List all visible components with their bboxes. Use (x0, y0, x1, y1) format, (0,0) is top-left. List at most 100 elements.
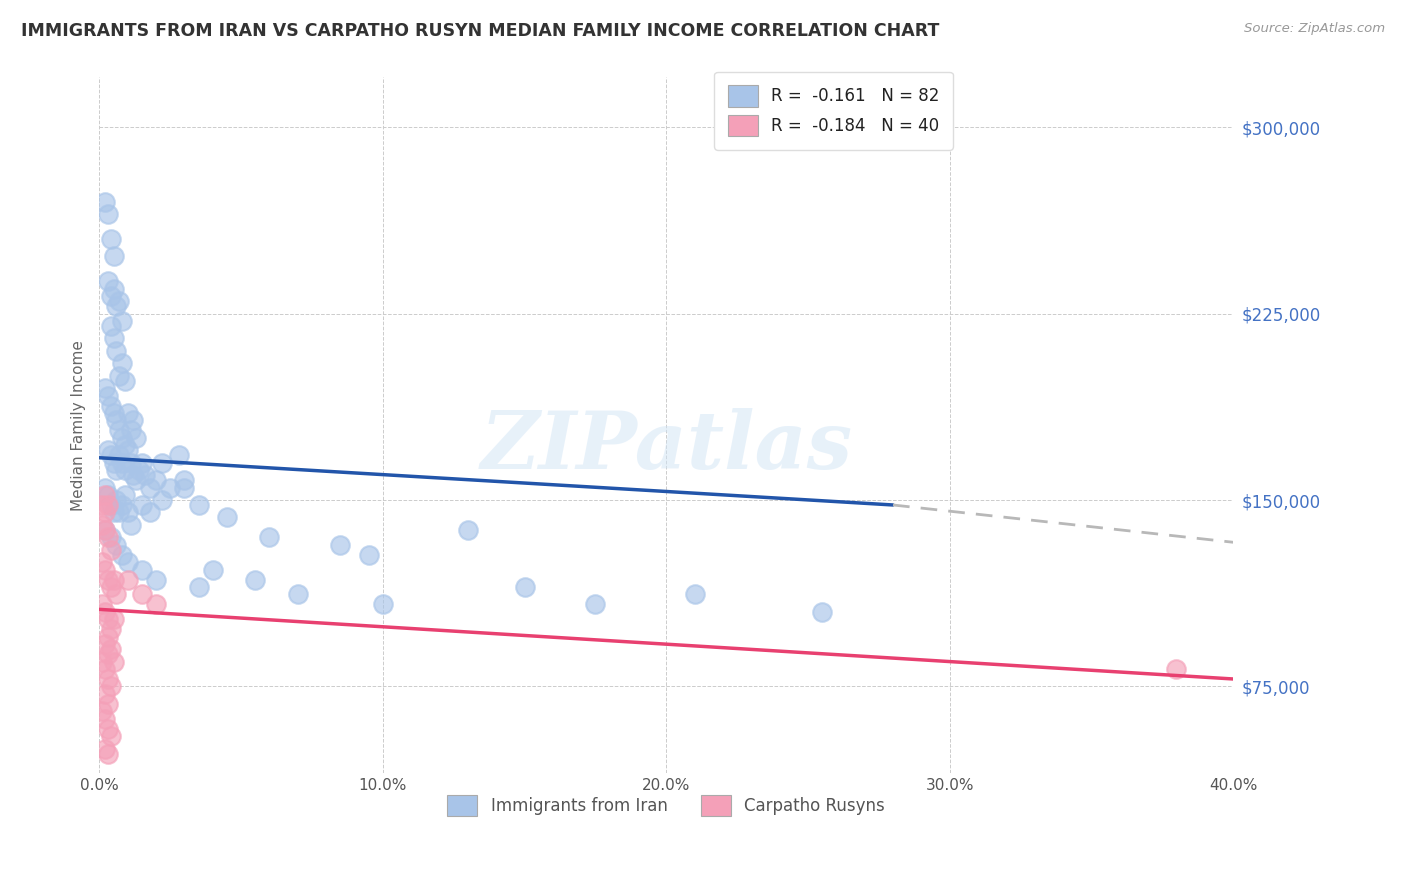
Point (97, 747, 120, 761)
Point (94, 563, 117, 577)
Point (173, 473, 195, 487)
Point (100, 542, 122, 557)
Text: ZIPatlas: ZIPatlas (481, 408, 852, 485)
Point (97, 612, 120, 626)
Point (108, 505, 131, 519)
Point (97, 630, 120, 644)
Point (111, 431, 134, 445)
Point (100, 622, 122, 636)
Point (97, 672, 120, 686)
Point (97, 443, 120, 458)
Point (215, 510, 238, 524)
Point (97, 274, 120, 288)
Point (94, 741, 117, 756)
Point (139, 505, 162, 519)
Point (105, 587, 128, 601)
Point (91, 517, 114, 532)
Point (111, 356, 134, 370)
Point (97, 647, 120, 661)
Point (173, 481, 195, 495)
Point (103, 249, 125, 263)
Point (105, 413, 128, 427)
Point (259, 530, 281, 544)
Point (97, 697, 120, 711)
Point (357, 548, 380, 562)
Point (105, 463, 128, 477)
Point (120, 456, 142, 470)
Point (201, 563, 224, 577)
Point (1166, 662, 1188, 676)
Point (108, 448, 131, 462)
Point (117, 505, 139, 519)
Point (145, 573, 167, 587)
Y-axis label: Median Family Income: Median Family Income (72, 340, 86, 511)
Point (97, 389, 120, 403)
Point (111, 456, 134, 470)
Point (94, 605, 117, 619)
Point (97, 498, 120, 512)
Point (371, 598, 394, 612)
Point (117, 406, 139, 420)
Point (583, 598, 606, 612)
Point (91, 498, 114, 512)
Point (105, 299, 128, 313)
Point (114, 463, 136, 477)
Point (105, 538, 128, 552)
Point (513, 580, 536, 594)
Point (683, 587, 706, 601)
Point (150, 493, 173, 508)
Point (94, 637, 117, 651)
Point (103, 612, 125, 626)
Point (94, 662, 117, 676)
Point (100, 530, 122, 544)
Point (139, 481, 162, 495)
Point (100, 318, 122, 333)
Point (811, 605, 834, 619)
Point (94, 381, 117, 395)
Point (122, 413, 145, 427)
Point (114, 438, 136, 452)
Point (94, 488, 117, 502)
Point (97, 573, 120, 587)
Legend: Immigrants from Iran, Carpatho Rusyns: Immigrants from Iran, Carpatho Rusyns (439, 786, 893, 824)
Point (187, 580, 209, 594)
Point (100, 498, 122, 512)
Point (100, 729, 122, 743)
Point (117, 443, 139, 458)
Point (108, 294, 131, 309)
Point (91, 655, 114, 669)
Point (131, 563, 153, 577)
Point (97, 530, 120, 544)
Point (167, 448, 190, 462)
Text: Source: ZipAtlas.com: Source: ZipAtlas.com (1244, 22, 1385, 36)
Point (111, 548, 134, 562)
Point (329, 538, 352, 552)
Point (103, 655, 125, 669)
Point (145, 473, 167, 487)
Point (245, 573, 267, 587)
Point (457, 523, 479, 537)
Point (114, 488, 136, 502)
Point (97, 488, 120, 502)
Point (108, 368, 131, 383)
Point (131, 587, 153, 601)
Point (100, 399, 122, 413)
Point (128, 463, 150, 477)
Point (100, 642, 122, 657)
Point (100, 232, 122, 246)
Point (122, 468, 145, 483)
Point (97, 207, 120, 221)
Point (103, 456, 125, 470)
Point (125, 473, 148, 487)
Point (94, 481, 117, 495)
Point (105, 343, 128, 358)
Point (100, 680, 122, 694)
Point (103, 331, 125, 345)
Point (187, 498, 209, 512)
Point (100, 289, 122, 303)
Point (100, 448, 122, 462)
Point (287, 587, 309, 601)
Point (111, 498, 134, 512)
Point (103, 505, 125, 519)
Point (120, 517, 142, 532)
